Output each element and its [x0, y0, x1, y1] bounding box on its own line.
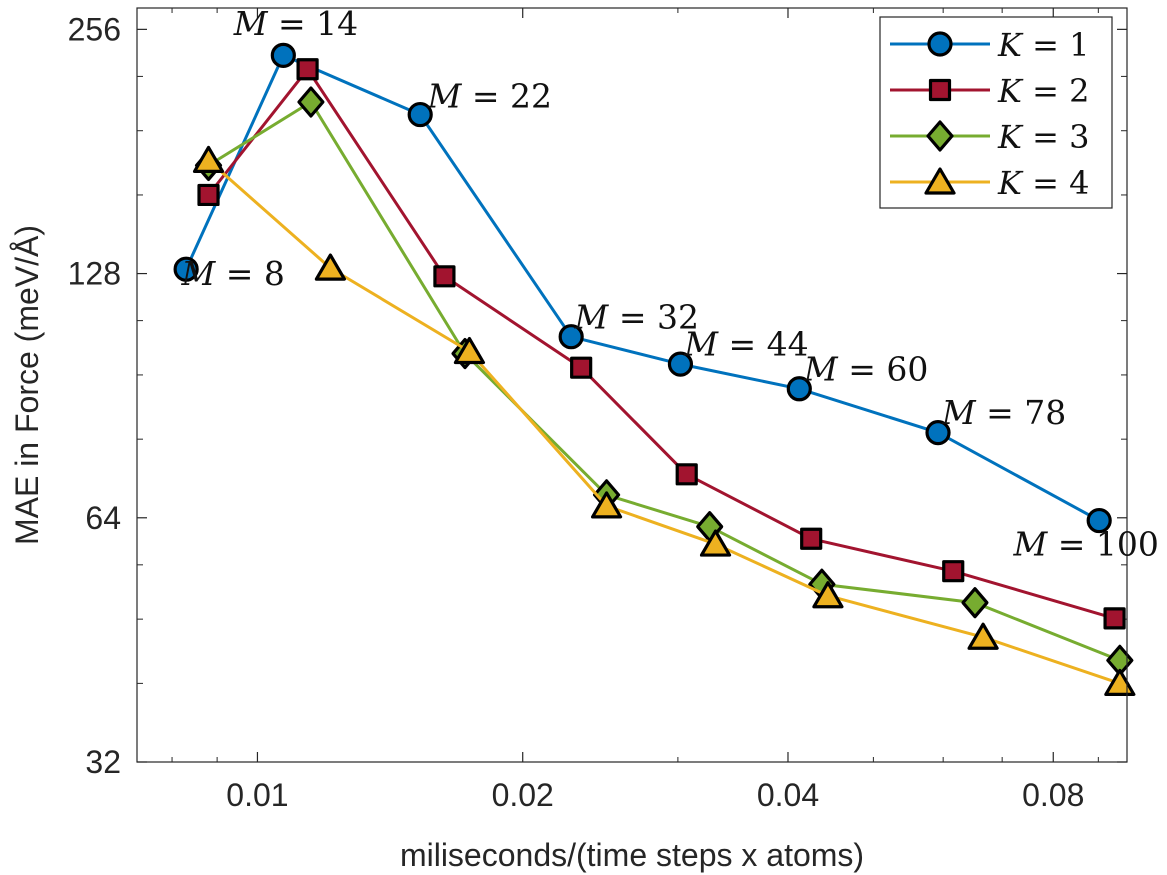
legend-label-k1-var: K: [997, 26, 1024, 64]
x-tick-label: 0.01: [226, 777, 288, 813]
legend-marker-k2: [928, 78, 952, 102]
annotation-m44-var: M: [683, 324, 719, 363]
annotations: M = 8M = 14M = 22M = 32M = 44M = 60M = 7…: [180, 4, 1158, 564]
annotation-m22-eq: = 22: [461, 77, 552, 116]
annotation-m100-var: M: [1012, 525, 1048, 564]
axis-ticks: 0.01 0.02 0.04 0.08 32 64 128 256: [68, 8, 1127, 813]
annotation-m22: M = 22: [427, 77, 552, 116]
series-k2-line: [207, 67, 1116, 620]
legend-label-k3-var: K: [997, 118, 1024, 156]
x-tick-label: 0.08: [1022, 777, 1084, 813]
series-k1-point: [667, 351, 694, 377]
legend-label-k4-eq: = 4: [1022, 164, 1090, 202]
legend-entry-k1: K = 1: [890, 26, 1089, 64]
series-k4-point: [192, 145, 225, 173]
series-k2-point: [570, 356, 593, 379]
series-k2-point: [800, 527, 823, 550]
series-k1-point: [270, 42, 296, 68]
series-k3-point: [961, 587, 989, 619]
series-k1-point: [558, 324, 584, 350]
legend-marker-k1: [927, 31, 953, 57]
y-axis-label: MAE in Force (meV/Å): [9, 225, 45, 545]
annotation-m8: M = 8: [180, 254, 284, 293]
annotation-m100: M = 100: [1012, 525, 1158, 564]
annotation-m60-var: M: [803, 349, 839, 388]
annotation-m44: M = 44: [683, 324, 808, 363]
series-k4-point: [314, 253, 346, 281]
annotation-m100-eq: = 100: [1047, 525, 1159, 564]
y-tick-label: 128: [68, 256, 121, 292]
series-k2-point: [1103, 607, 1126, 630]
annotation-m78-var: M: [941, 393, 977, 432]
legend-label-k3: K = 3: [997, 118, 1089, 156]
x-axis-label: miliseconds/(time steps x atoms): [400, 837, 864, 873]
legend-label-k2-var: K: [997, 72, 1024, 110]
legend-label-k3-eq: = 3: [1022, 118, 1090, 156]
legend-entry-k2: K = 2: [890, 72, 1089, 110]
legend-label-k2: K = 2: [997, 72, 1089, 110]
annotation-m32-eq: = 32: [608, 298, 699, 337]
series-k3-point: [297, 86, 325, 118]
annotation-m14: M = 14: [233, 4, 358, 43]
legend-label-k2-eq: = 2: [1022, 72, 1090, 110]
y-tick-label: 64: [85, 500, 121, 536]
x-tick-label: 0.02: [492, 777, 554, 813]
series-k2: [197, 58, 1126, 630]
annotation-m32: M = 32: [574, 298, 699, 337]
series-k1-point: [173, 256, 199, 282]
legend-label-k4-var: K: [997, 164, 1024, 202]
annotation-m44-eq: = 44: [718, 324, 809, 363]
annotation-m78-eq: = 78: [976, 393, 1067, 432]
series-k2-point: [433, 265, 456, 288]
series-k2-point: [675, 463, 698, 486]
x-tick-label: 0.04: [757, 777, 819, 813]
minor-ticks: [137, 8, 1127, 762]
y-tick-label: 32: [85, 744, 121, 780]
legend-entry-k3: K = 3: [890, 118, 1089, 156]
annotation-m60: M = 60: [803, 349, 928, 388]
series-k2-point: [296, 58, 319, 81]
annotation-m8-var: M: [180, 254, 216, 293]
series-k4-point: [699, 529, 732, 557]
plot-frame: [136, 7, 1128, 763]
legend-label-k4: K = 4: [997, 164, 1089, 202]
legend: K = 1K = 2K = 3K = 4: [879, 16, 1113, 209]
series-k4-line: [207, 159, 1121, 685]
legend-marker-k3: [926, 120, 954, 152]
legend-label-k1: K = 1: [997, 26, 1089, 64]
legend-marker-k4: [924, 167, 956, 195]
legend-entry-k4: K = 4: [890, 164, 1089, 202]
annotation-m14-eq: = 14: [268, 4, 359, 43]
series-k4-point: [812, 581, 844, 609]
legend-box: [879, 16, 1113, 209]
legend-label-k1-eq: = 1: [1022, 26, 1090, 64]
series-k1-point: [407, 101, 433, 128]
y-tick-label: 256: [68, 11, 121, 47]
series-k2-point: [942, 560, 965, 583]
series-k2-point: [197, 183, 220, 207]
annotation-m78: M = 78: [941, 393, 1066, 432]
series-k4-point: [590, 491, 623, 519]
annotation-m8-eq: = 8: [215, 254, 285, 293]
annotation-m14-var: M: [233, 4, 269, 43]
series-k4-point: [967, 622, 999, 650]
series-k1-point: [925, 420, 951, 446]
annotation-m60-eq: = 60: [838, 349, 929, 388]
series-k1-point: [1086, 507, 1112, 534]
series-k4-point: [453, 336, 486, 365]
annotation-m32-var: M: [574, 298, 610, 337]
series-k1-point: [786, 376, 812, 402]
annotation-m22-var: M: [427, 77, 463, 116]
series-k3-line: [207, 100, 1121, 662]
